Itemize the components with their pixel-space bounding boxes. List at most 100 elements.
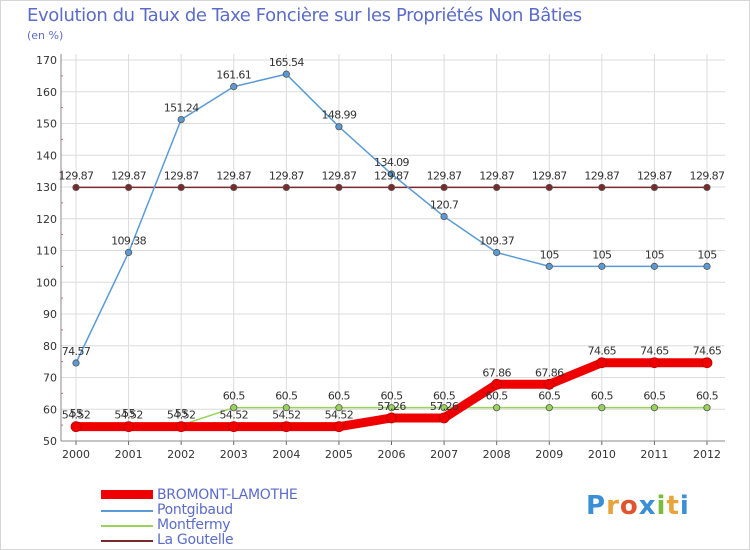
y-tick-label: 90: [43, 308, 57, 321]
data-label-bromont-lamothe: 54.52: [62, 409, 91, 422]
data-point-montfermy: [650, 404, 659, 412]
data-label-pontgibaud: 134.09: [374, 156, 409, 169]
legend-label-la-goutelle: La Goutelle: [157, 532, 234, 548]
data-label-la-goutelle: 129.87: [321, 169, 356, 182]
data-point-montfermy: [230, 404, 238, 412]
data-label-montfermy: 60.5: [380, 390, 403, 403]
x-tick-label: 2007: [430, 448, 458, 461]
data-label-montfermy: 55: [70, 407, 83, 420]
data-label-montfermy: 55: [175, 407, 188, 420]
data-point-bromont-lamothe: [543, 378, 555, 390]
data-point-bromont-lamothe: [123, 421, 134, 433]
data-label-la-goutelle: 129.87: [111, 169, 146, 182]
data-label-pontgibaud: 109.38: [111, 234, 146, 247]
data-label-la-goutelle: 129.87: [479, 169, 514, 182]
data-point-bromont-lamothe: [280, 421, 292, 433]
data-label-la-goutelle: 129.87: [532, 169, 567, 182]
x-tick-label: 2009: [535, 448, 563, 461]
data-label-bromont-lamothe: 74.65: [640, 345, 669, 358]
logo-letter: r: [606, 491, 620, 521]
data-point-pontgibaud: [124, 248, 133, 257]
data-label-pontgibaud: 105: [697, 248, 717, 261]
y-tick-label: 50: [43, 435, 57, 448]
data-point-bromont-lamothe: [386, 412, 397, 424]
data-point-la-goutelle: [650, 183, 659, 192]
data-point-pontgibaud: [387, 170, 396, 178]
data-point-pontgibaud: [703, 262, 711, 270]
data-point-pontgibaud: [545, 262, 553, 270]
y-tick-label: 170: [36, 54, 57, 67]
data-point-la-goutelle: [493, 183, 501, 192]
data-point-montfermy: [598, 404, 606, 412]
data-label-bromont-lamothe: 54.52: [167, 409, 196, 422]
data-label-la-goutelle: 129.87: [269, 169, 304, 182]
data-label-pontgibaud: 165.54: [269, 56, 304, 69]
data-point-la-goutelle: [177, 183, 185, 192]
y-tick-label: 150: [36, 118, 57, 131]
data-point-bromont-lamothe: [175, 421, 187, 433]
data-label-la-goutelle: 129.87: [164, 169, 199, 182]
y-tick-label: 70: [43, 372, 57, 385]
data-label-pontgibaud: 109.37: [479, 235, 514, 248]
data-label-montfermy: 60.5: [591, 390, 614, 403]
x-tick-label: 2008: [483, 448, 511, 461]
data-point-montfermy: [493, 404, 501, 412]
data-point-bromont-lamothe: [491, 378, 503, 390]
x-tick-label: 2000: [62, 448, 90, 461]
y-tick-label: 110: [36, 245, 57, 258]
data-point-la-goutelle: [72, 183, 80, 192]
data-label-bromont-lamothe: 67.86: [535, 366, 564, 379]
logo-letter: i: [679, 491, 690, 521]
plot-area: [61, 54, 725, 441]
x-tick-label: 2010: [588, 448, 616, 461]
y-tick-label: 130: [36, 181, 57, 194]
logo-letter: x: [638, 491, 657, 521]
data-label-montfermy: 60.5: [275, 390, 298, 403]
data-label-pontgibaud: 120.7: [430, 199, 459, 212]
data-label-montfermy: 60.5: [538, 390, 561, 403]
data-point-la-goutelle: [124, 183, 133, 192]
data-label-montfermy: 60.5: [696, 390, 719, 403]
data-point-la-goutelle: [387, 183, 396, 192]
legend-swatch-montfermy: [101, 525, 153, 527]
data-point-pontgibaud: [493, 248, 501, 257]
data-label-bromont-lamothe: 67.86: [482, 366, 511, 379]
data-point-montfermy: [545, 404, 553, 412]
data-label-pontgibaud: 105: [592, 248, 612, 261]
data-label-bromont-lamothe: 54.52: [114, 409, 143, 422]
logo-letter: o: [619, 491, 639, 521]
data-label-la-goutelle: 129.87: [59, 169, 94, 182]
data-label-montfermy: 60.5: [486, 390, 509, 403]
logo-letter: t: [666, 491, 680, 521]
data-point-pontgibaud: [335, 123, 343, 131]
y-tick-label: 120: [36, 213, 57, 226]
x-tick-label: 2002: [167, 448, 195, 461]
x-tick-label: 2012: [693, 448, 721, 461]
chart-unit-label: (en %): [27, 29, 64, 42]
data-label-bromont-lamothe: 54.52: [220, 409, 249, 422]
data-point-pontgibaud: [72, 359, 80, 367]
chart-title: Evolution du Taux de Taxe Foncière sur l…: [27, 5, 582, 26]
y-tick-label: 140: [36, 149, 57, 162]
x-tick-label: 2005: [325, 448, 353, 461]
legend-swatch-la-goutelle: [101, 540, 153, 542]
data-label-pontgibaud: 105: [540, 248, 560, 261]
x-tick-label: 2003: [220, 448, 248, 461]
x-tick-label: 2004: [272, 448, 300, 461]
data-point-la-goutelle: [335, 183, 343, 192]
data-label-la-goutelle: 129.87: [374, 169, 409, 182]
data-point-bromont-lamothe: [70, 421, 82, 433]
data-point-bromont-lamothe: [228, 421, 240, 433]
data-point-montfermy: [703, 404, 711, 412]
data-label-bromont-lamothe: 57.26: [377, 400, 406, 413]
data-label-pontgibaud: 161.61: [216, 69, 251, 82]
y-tick-label: 80: [43, 340, 57, 353]
data-label-la-goutelle: 129.87: [216, 169, 251, 182]
data-label-montfermy: 60.5: [328, 390, 351, 403]
data-label-pontgibaud: 105: [645, 248, 665, 261]
data-point-bromont-lamothe: [438, 412, 450, 424]
data-point-montfermy: [387, 404, 396, 412]
data-point-bromont-lamothe: [596, 357, 608, 369]
data-point-montfermy: [335, 404, 343, 412]
